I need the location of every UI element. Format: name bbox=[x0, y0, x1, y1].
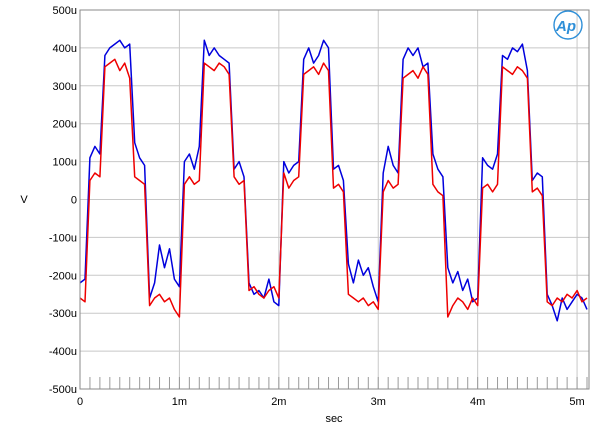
series-layer bbox=[79, 39, 588, 322]
x-tick-label-2: 2m bbox=[271, 396, 286, 408]
y-tick-label-2: 300u bbox=[53, 81, 77, 93]
y-tick-label-7: -200u bbox=[49, 270, 77, 282]
y-tick-label-0: 500u bbox=[53, 5, 77, 17]
series-line-0 bbox=[79, 39, 588, 322]
x-tick-labels: 0 1m 2m 3m 4m 5m bbox=[77, 396, 585, 408]
y-tick-label-6: -100u bbox=[49, 232, 77, 244]
y-tick-labels: 500u 400u 300u 200u 100u 0 -100u -200u -300u -400… bbox=[49, 5, 77, 396]
x-tick-label-0: 0 bbox=[77, 396, 83, 408]
y-tick-label-10: -500u bbox=[49, 384, 77, 396]
x-tick-label-4: 4m bbox=[470, 396, 485, 408]
y-tick-label-8: -300u bbox=[49, 308, 77, 320]
x-tick-label-1: 1m bbox=[172, 396, 187, 408]
y-tick-label-5: 0 bbox=[71, 195, 77, 207]
y-axis-title: V bbox=[20, 194, 28, 206]
plot-frame bbox=[79, 9, 590, 390]
y-tick-label-3: 200u bbox=[53, 119, 77, 131]
x-axis-title: sec bbox=[325, 413, 343, 425]
y-tick-label-1: 400u bbox=[53, 43, 77, 55]
ap-logo-text: Ap bbox=[555, 18, 576, 35]
ap-logo: Ap bbox=[553, 10, 583, 40]
series-line-1 bbox=[79, 58, 588, 318]
y-tick-label-4: 100u bbox=[53, 157, 77, 169]
x-tick-label-3: 3m bbox=[371, 396, 386, 408]
x-tick-label-5: 5m bbox=[569, 396, 584, 408]
ap-logo-ring bbox=[553, 10, 583, 40]
y-tick-label-9: -400u bbox=[49, 346, 77, 358]
